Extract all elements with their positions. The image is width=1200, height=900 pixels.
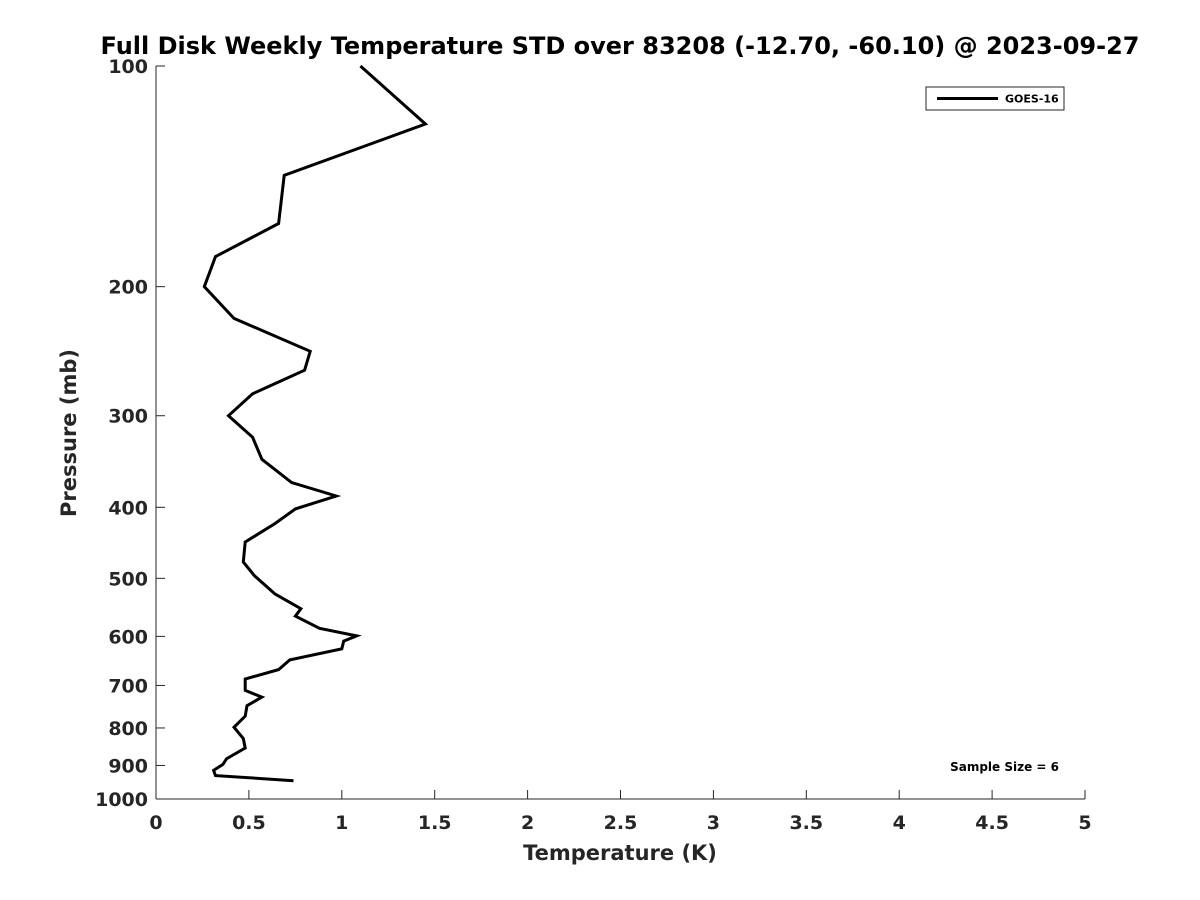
y-tick-label: 600 (108, 626, 148, 648)
y-tick-label: 400 (108, 497, 148, 519)
y-tick-label: 800 (108, 718, 148, 740)
x-tick-label: 3.5 (789, 812, 823, 834)
y-tick-label: 300 (108, 406, 148, 428)
y-tick-label: 1000 (95, 789, 148, 811)
x-axis-label: Temperature (K) (523, 841, 717, 865)
y-axis-label: Pressure (mb) (57, 349, 81, 517)
legend-label: GOES-16 (1005, 93, 1059, 106)
series-line-goes-16 (202, 64, 429, 783)
x-tick-label: 2.5 (604, 812, 638, 834)
y-tick-label: 100 (108, 56, 148, 78)
x-tick-label: 0 (149, 812, 162, 834)
y-tick-label: 700 (108, 675, 148, 697)
x-tick-label: 1 (335, 812, 348, 834)
series-layer (202, 64, 429, 783)
x-tick-label: 2 (521, 812, 534, 834)
ticks: 0 0.5 1 1.5 2 2.5 3 3.5 4 4.5 5 100 200 300 400 500 600 7… (95, 56, 1092, 834)
y-tick-label: 200 (108, 277, 148, 299)
x-tick-label: 0.5 (232, 812, 266, 834)
x-tick-label: 4.5 (975, 812, 1009, 834)
y-tick-label: 900 (108, 755, 148, 777)
y-tick-label: 500 (108, 568, 148, 590)
legend: GOES-16 (925, 86, 1065, 111)
sample-size-annotation: Sample Size = 6 (950, 760, 1059, 774)
x-tick-label: 3 (707, 812, 720, 834)
chart-title: Full Disk Weekly Temperature STD over 83… (101, 32, 1140, 60)
x-tick-label: 1.5 (418, 812, 452, 834)
x-tick-label: 4 (893, 812, 906, 834)
x-tick-label: 5 (1078, 812, 1091, 834)
